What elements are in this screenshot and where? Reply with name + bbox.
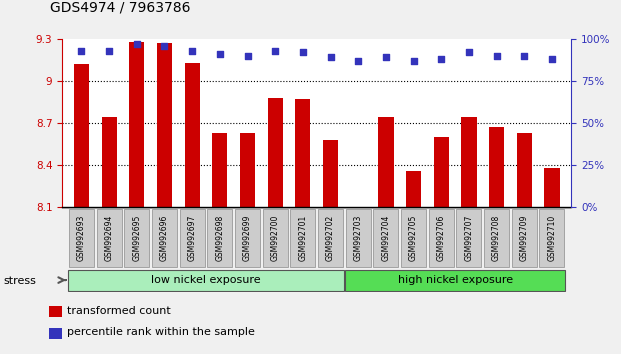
Bar xyxy=(433,137,449,207)
Text: GSM992698: GSM992698 xyxy=(215,215,224,261)
FancyBboxPatch shape xyxy=(69,209,94,268)
Bar xyxy=(102,118,117,207)
Point xyxy=(215,51,225,57)
FancyBboxPatch shape xyxy=(263,209,288,268)
Point xyxy=(160,43,170,48)
Bar xyxy=(184,63,200,207)
Text: transformed count: transformed count xyxy=(67,306,171,316)
FancyBboxPatch shape xyxy=(345,270,565,291)
Text: GSM992704: GSM992704 xyxy=(381,215,391,261)
Point xyxy=(464,50,474,55)
Text: percentile rank within the sample: percentile rank within the sample xyxy=(67,327,255,337)
FancyBboxPatch shape xyxy=(124,209,149,268)
Text: stress: stress xyxy=(3,275,36,286)
Bar xyxy=(323,140,338,207)
Text: low nickel exposure: low nickel exposure xyxy=(151,275,261,285)
Point xyxy=(298,50,308,55)
Point xyxy=(104,48,114,53)
FancyBboxPatch shape xyxy=(456,209,481,268)
Point xyxy=(270,48,280,53)
FancyBboxPatch shape xyxy=(291,209,315,268)
Text: GSM992696: GSM992696 xyxy=(160,215,169,261)
Bar xyxy=(74,64,89,207)
Bar xyxy=(240,133,255,207)
Text: GSM992694: GSM992694 xyxy=(105,215,114,261)
Point xyxy=(76,48,86,53)
FancyBboxPatch shape xyxy=(373,209,398,268)
Point xyxy=(437,56,446,62)
Bar xyxy=(545,168,560,207)
Text: high nickel exposure: high nickel exposure xyxy=(397,275,513,285)
Bar xyxy=(268,98,283,207)
FancyBboxPatch shape xyxy=(235,209,260,268)
Point xyxy=(325,55,335,60)
Text: GSM992707: GSM992707 xyxy=(465,215,473,261)
Bar xyxy=(49,306,62,317)
FancyBboxPatch shape xyxy=(68,270,344,291)
Bar xyxy=(378,118,394,207)
FancyBboxPatch shape xyxy=(207,209,232,268)
Bar xyxy=(489,127,504,207)
Bar xyxy=(406,171,421,207)
Point xyxy=(132,41,142,47)
Text: GSM992699: GSM992699 xyxy=(243,215,252,261)
Point xyxy=(519,53,529,58)
FancyBboxPatch shape xyxy=(152,209,177,268)
FancyBboxPatch shape xyxy=(346,209,371,268)
Text: GSM992701: GSM992701 xyxy=(298,215,307,261)
Point xyxy=(409,58,419,64)
FancyBboxPatch shape xyxy=(484,209,509,268)
Bar xyxy=(129,42,145,207)
Point xyxy=(243,53,253,58)
Text: GSM992695: GSM992695 xyxy=(132,215,142,261)
Bar xyxy=(157,43,172,207)
FancyBboxPatch shape xyxy=(428,209,454,268)
Bar xyxy=(295,99,310,207)
Text: GSM992710: GSM992710 xyxy=(548,215,556,261)
Text: GSM992706: GSM992706 xyxy=(437,215,446,261)
Text: GDS4974 / 7963786: GDS4974 / 7963786 xyxy=(50,0,190,14)
Point xyxy=(381,55,391,60)
FancyBboxPatch shape xyxy=(318,209,343,268)
Point xyxy=(353,58,363,64)
FancyBboxPatch shape xyxy=(540,209,564,268)
FancyBboxPatch shape xyxy=(97,209,122,268)
Text: GSM992709: GSM992709 xyxy=(520,215,528,261)
Bar xyxy=(49,328,62,338)
Bar xyxy=(212,133,227,207)
Point xyxy=(547,56,557,62)
Bar xyxy=(517,133,532,207)
Point xyxy=(187,48,197,53)
Text: GSM992702: GSM992702 xyxy=(326,215,335,261)
FancyBboxPatch shape xyxy=(179,209,205,268)
Text: GSM992708: GSM992708 xyxy=(492,215,501,261)
FancyBboxPatch shape xyxy=(401,209,426,268)
Point xyxy=(492,53,502,58)
FancyBboxPatch shape xyxy=(512,209,537,268)
Text: GSM992693: GSM992693 xyxy=(77,215,86,261)
Bar xyxy=(461,118,476,207)
Text: GSM992703: GSM992703 xyxy=(354,215,363,261)
Text: GSM992700: GSM992700 xyxy=(271,215,279,261)
Text: GSM992697: GSM992697 xyxy=(188,215,197,261)
Text: GSM992705: GSM992705 xyxy=(409,215,418,261)
